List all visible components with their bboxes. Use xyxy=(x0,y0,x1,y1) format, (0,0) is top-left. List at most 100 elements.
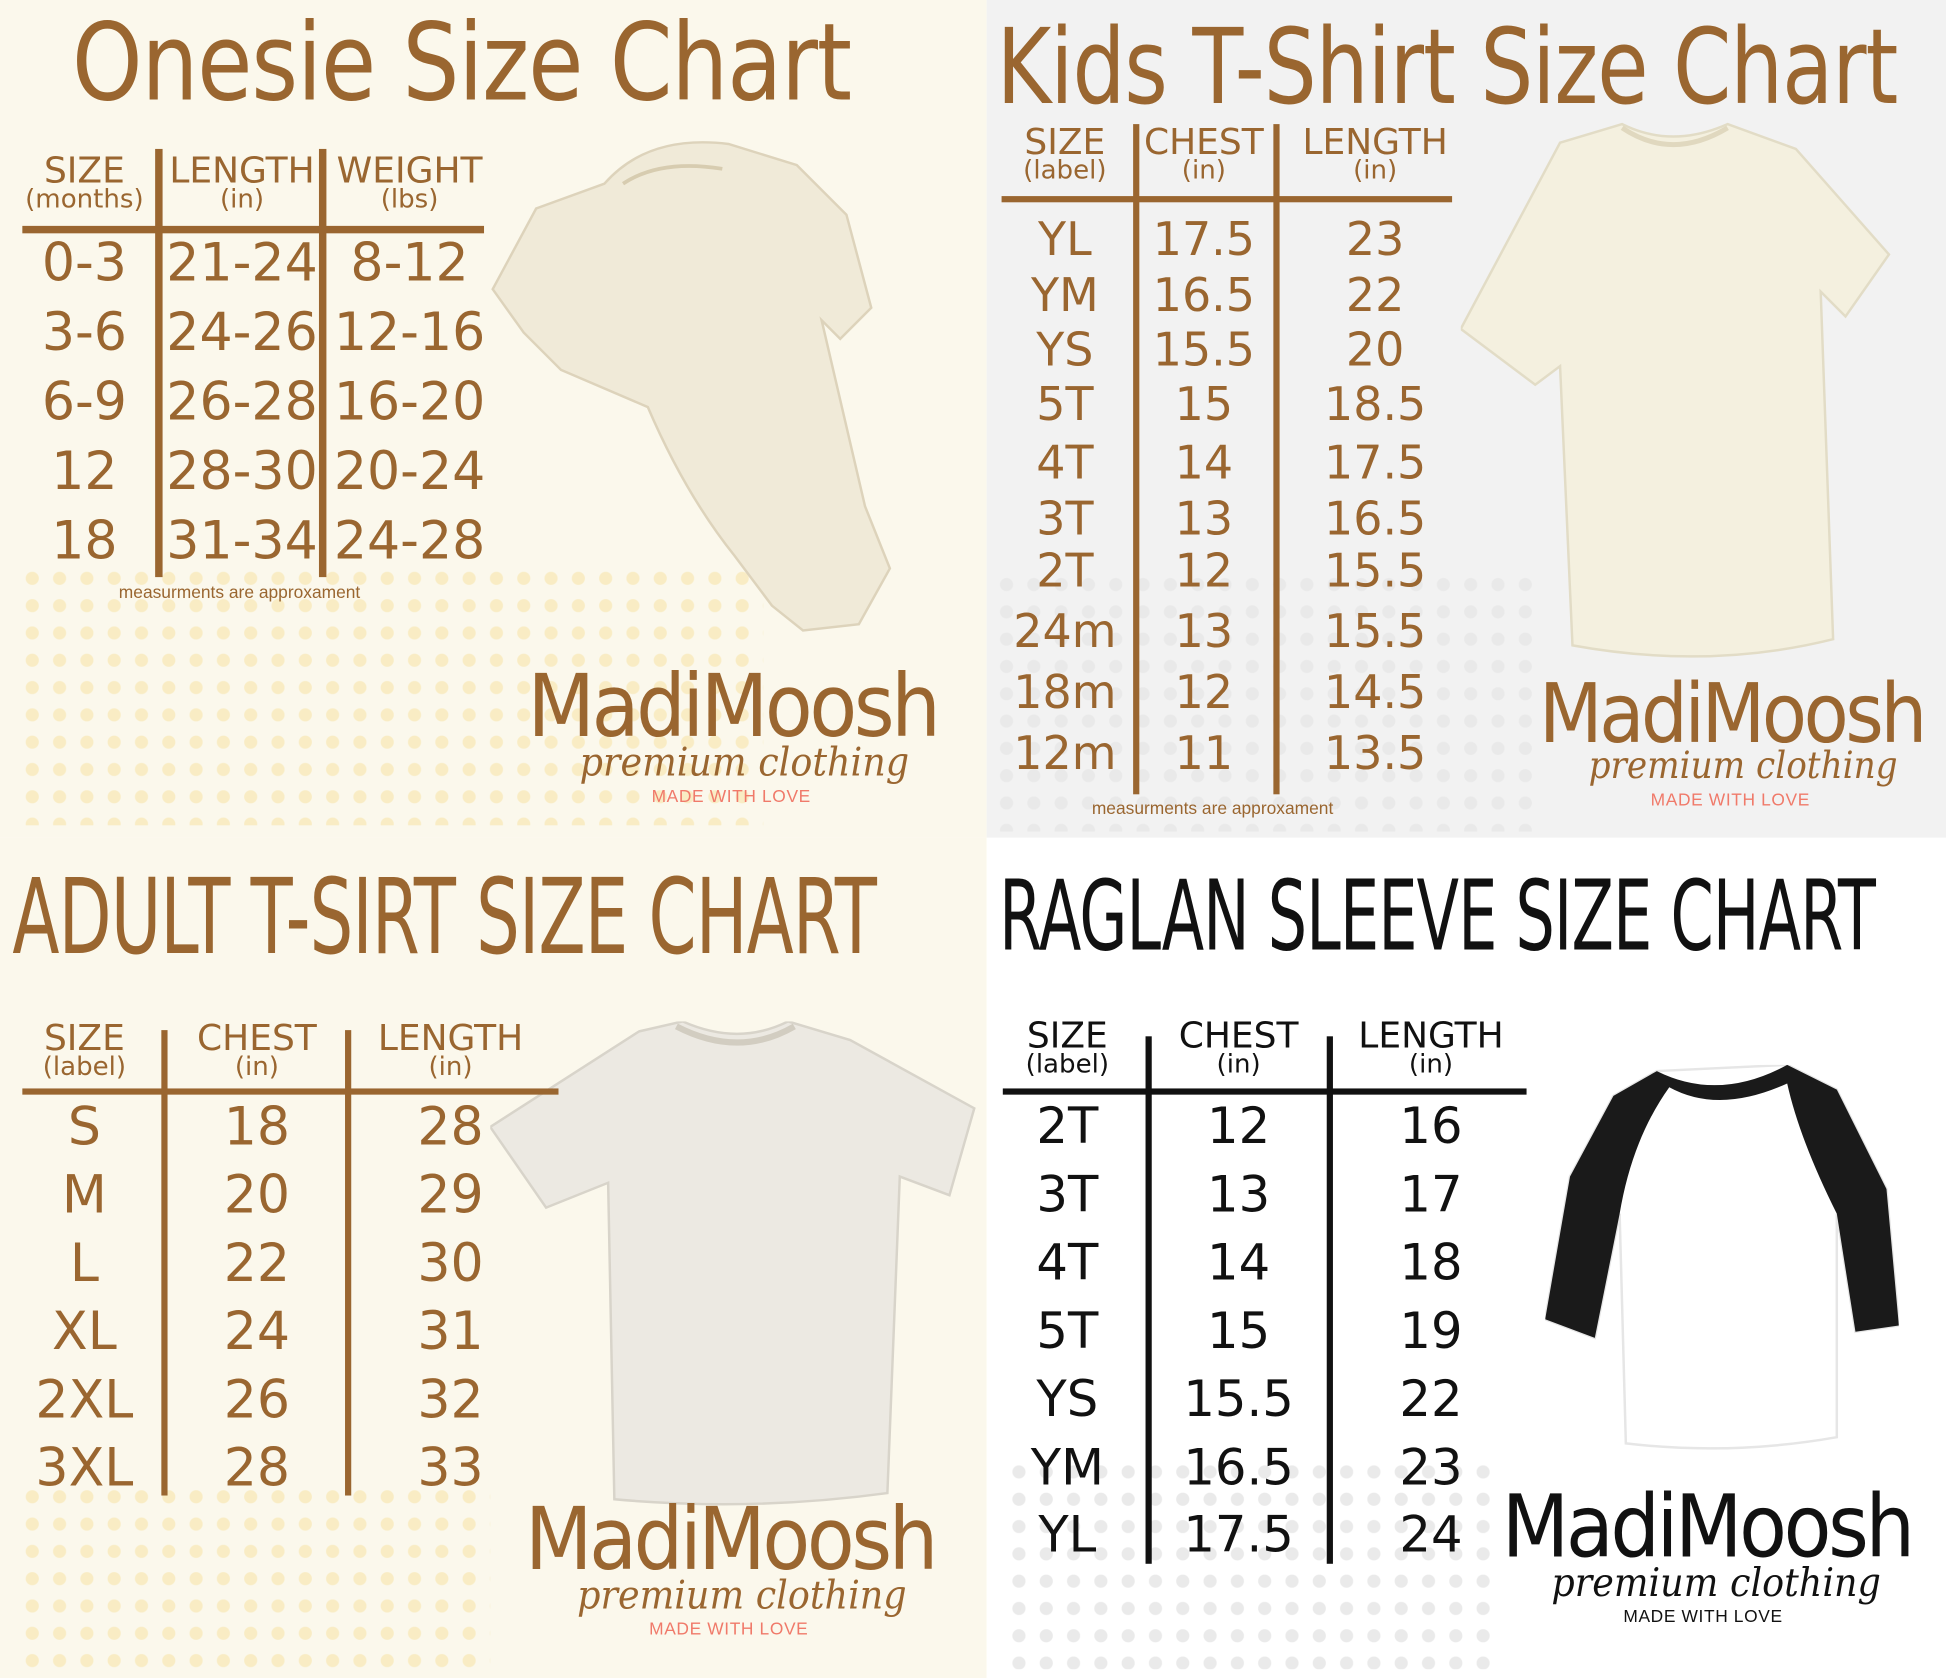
logo-brand: MadiMoosh xyxy=(1538,666,1927,763)
dot-pattern xyxy=(1005,1458,1502,1670)
table-cell-chest: 13 xyxy=(1174,492,1234,546)
table-cell-length: 22 xyxy=(1345,268,1405,323)
table-cell-length: 20 xyxy=(1345,323,1405,377)
header-label: SIZE xyxy=(1026,1013,1108,1057)
header-label: WEIGHT xyxy=(336,148,483,192)
panel-title: Kids T-Shirt Size Chart xyxy=(996,6,1899,128)
logo-tagline: premium clothing xyxy=(577,1571,907,1619)
header-label: LENGTH xyxy=(169,148,315,192)
table-cell-chest: 15 xyxy=(1207,1303,1271,1361)
table-cell-size: L xyxy=(69,1232,99,1294)
table-cell-size: 12 xyxy=(51,440,118,502)
table-cell-length: 17.5 xyxy=(1324,436,1427,490)
table-cell-length: 33 xyxy=(417,1437,484,1499)
table-cell-size: 4T xyxy=(1036,1234,1099,1292)
header-label: CHEST xyxy=(1178,1013,1299,1057)
column-divider xyxy=(1272,124,1279,795)
table-cell-chest: 22 xyxy=(223,1232,291,1294)
header-unit: (in) xyxy=(1353,155,1398,185)
logo-motto: MADE WITH LOVE xyxy=(649,1618,809,1639)
table-cell-length: 32 xyxy=(417,1368,484,1430)
logo-brand: MadiMoosh xyxy=(524,1488,938,1590)
raglan-shirt-image xyxy=(1545,1064,1899,1450)
table-cell-size: YL xyxy=(1038,212,1092,267)
adult-tshirt-size-chart-panel: ADULT T-SIRT SIZE CHART MadiMoosh premiu… xyxy=(0,837,987,1678)
table-cell-length: 22 xyxy=(1399,1371,1463,1429)
column-header-length: LENGTH (in) xyxy=(1358,1017,1503,1079)
table-cell-chest: 12 xyxy=(1174,544,1234,598)
table-cell-length: 21-24 xyxy=(166,232,318,293)
header-label: SIZE xyxy=(1024,120,1106,163)
table-cell-chest: 24 xyxy=(223,1300,291,1362)
header-unit: (lbs) xyxy=(380,183,439,214)
table-cell-size: 2XL xyxy=(35,1368,134,1430)
column-divider xyxy=(1326,1036,1333,1564)
table-cell-size: XL xyxy=(52,1300,117,1362)
header-unit: (label) xyxy=(1025,1048,1110,1079)
table-cell-weight: 20-24 xyxy=(333,440,486,502)
header-unit: (in) xyxy=(1408,1048,1454,1079)
panel-title: ADULT T-SIRT SIZE CHART xyxy=(12,856,877,978)
table-cell-length: 17 xyxy=(1399,1166,1463,1224)
table-cell-size: 2T xyxy=(1036,1098,1099,1156)
table-cell-size: YL xyxy=(1038,1506,1097,1564)
header-unit: (label) xyxy=(42,1051,127,1081)
column-divider xyxy=(160,1030,167,1496)
dot-pattern xyxy=(18,1483,491,1670)
table-cell-weight: 8-12 xyxy=(350,232,469,293)
table-cell-length: 31-34 xyxy=(166,510,318,571)
table-cell-chest: 12 xyxy=(1207,1098,1271,1156)
dot-pattern xyxy=(992,570,1539,832)
table-cell-length: 24 xyxy=(1399,1506,1463,1564)
header-label: LENGTH xyxy=(1302,120,1448,163)
column-divider xyxy=(344,1030,351,1496)
table-cell-length: 28-30 xyxy=(166,440,318,502)
column-header-size: SIZE (label) xyxy=(1023,120,1107,185)
onesie-size-chart-panel: Onesie Size Chart measurments are approx… xyxy=(0,0,987,838)
table-cell-size: S xyxy=(67,1095,101,1157)
table-cell-size: 3T xyxy=(1036,1166,1099,1224)
header-divider xyxy=(1002,1088,1527,1095)
table-cell-chest: 11 xyxy=(1174,726,1234,781)
table-cell-chest: 12 xyxy=(1174,665,1234,720)
raglan-sleeve-size-chart-panel: RAGLAN SLEEVE SIZE CHART MadiMoosh premi… xyxy=(986,837,1946,1678)
logo-tagline: premium clothing xyxy=(1551,1558,1881,1606)
header-label: SIZE xyxy=(43,1016,125,1059)
table-cell-size: YM xyxy=(1030,1439,1104,1497)
panel-title: RAGLAN SLEEVE SIZE CHART xyxy=(999,861,1876,974)
logo-motto: MADE WITH LOVE xyxy=(1623,1605,1783,1626)
logo-brand: MadiMoosh xyxy=(1501,1475,1915,1578)
table-cell-length: 30 xyxy=(417,1232,484,1294)
column-header-length: LENGTH (in) xyxy=(378,1020,523,1080)
table-cell-weight: 12-16 xyxy=(333,301,486,363)
measurement-note: measurments are approxament xyxy=(118,582,361,602)
table-cell-length: 13.5 xyxy=(1324,726,1427,781)
table-cell-chest: 20 xyxy=(223,1164,291,1225)
panel-title: Onesie Size Chart xyxy=(71,1,852,126)
header-unit: (label) xyxy=(1023,155,1107,185)
measurement-note: measurments are approxament xyxy=(1091,798,1334,818)
table-cell-length: 16.5 xyxy=(1324,492,1427,546)
table-cell-length: 24-26 xyxy=(166,301,318,363)
table-cell-length: 15.5 xyxy=(1324,605,1427,659)
table-cell-chest: 17.5 xyxy=(1183,1506,1294,1564)
table-cell-chest: 16.5 xyxy=(1183,1439,1294,1497)
table-cell-chest: 17.5 xyxy=(1152,212,1255,267)
header-unit: (in) xyxy=(234,1051,279,1081)
column-header-weight: WEIGHT (lbs) xyxy=(336,148,483,214)
table-cell-chest: 14 xyxy=(1207,1234,1271,1292)
table-cell-size: 24m xyxy=(1013,605,1117,659)
table-cell-weight: 24-28 xyxy=(333,510,486,571)
table-cell-length: 29 xyxy=(417,1164,484,1225)
table-cell-chest: 15.5 xyxy=(1152,323,1255,377)
header-unit: (in) xyxy=(1181,155,1226,185)
table-cell-size: 5T xyxy=(1036,377,1094,432)
header-label: SIZE xyxy=(43,148,125,192)
logo-tagline: premium clothing xyxy=(1588,744,1898,789)
table-cell-size: 3T xyxy=(1036,492,1094,546)
table-cell-chest: 15.5 xyxy=(1183,1371,1294,1429)
table-cell-length: 15.5 xyxy=(1324,544,1427,598)
header-unit: (in) xyxy=(1216,1048,1261,1079)
dot-pattern xyxy=(18,564,764,826)
